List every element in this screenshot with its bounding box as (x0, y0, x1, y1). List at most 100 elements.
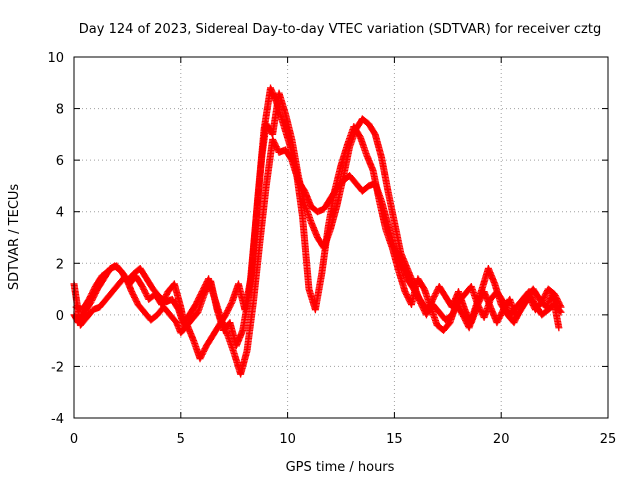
trace-segment (507, 304, 519, 318)
trace-segment (404, 266, 417, 287)
x-tick-label: 15 (386, 432, 403, 447)
x-axis-label: GPS time / hours (286, 460, 395, 475)
trace-segment (88, 287, 101, 305)
trace-segment (549, 292, 563, 330)
trace-segment (395, 268, 409, 294)
trace-segment (180, 312, 192, 325)
series-track-b (72, 136, 565, 378)
x-tick-label: 10 (279, 432, 296, 447)
trace-segment (94, 276, 107, 292)
trace-segment (262, 137, 276, 188)
trace-segment (453, 302, 466, 318)
trace-segment (389, 245, 402, 274)
trace-segment (211, 297, 225, 323)
trace-segment (148, 312, 160, 323)
trace-segment (247, 196, 262, 279)
trace-segment (276, 91, 289, 116)
trace-segment (337, 142, 351, 168)
trace-segment (308, 219, 321, 240)
trace-segment (103, 289, 116, 302)
trace-segment (186, 302, 199, 318)
trace-segment (137, 266, 150, 281)
trace-segment (498, 302, 511, 318)
trace-segment (203, 333, 216, 349)
trace-segment (122, 274, 135, 294)
trace-segment (133, 273, 146, 289)
y-tick-label: 6 (56, 154, 64, 169)
trace-segment (312, 271, 325, 312)
trace-segment (331, 163, 345, 194)
trace-segment (84, 307, 96, 320)
trace-segment (363, 152, 376, 173)
trace-segment (318, 225, 332, 276)
trace-segment (241, 274, 255, 312)
grid (74, 57, 608, 418)
trace-segment (491, 281, 505, 307)
trace-segment (222, 299, 235, 317)
trace-segment (376, 199, 390, 232)
trace-segment (171, 281, 184, 310)
y-tick-label: 2 (56, 257, 64, 272)
trace-segment (256, 184, 270, 245)
trace-segment (436, 284, 449, 300)
trace-segment (135, 302, 148, 315)
x-tick-label: 20 (493, 432, 510, 447)
trace-segment (372, 132, 385, 160)
trace-segment (299, 214, 313, 292)
trace-segment (397, 250, 411, 271)
trace-segment (97, 296, 109, 310)
y-tick-label: 4 (56, 206, 64, 221)
trace-segment (366, 121, 378, 137)
trace-segment (109, 281, 122, 295)
trace-segment (301, 201, 315, 225)
trace-segment (286, 142, 300, 173)
plot-frame (73, 56, 609, 419)
trace-segment (359, 183, 372, 194)
data-point (555, 324, 563, 332)
trace-segment (466, 305, 479, 330)
trace-segment (233, 328, 246, 348)
trace-segment (184, 323, 197, 343)
trace-segment (237, 348, 251, 377)
trace-segment (250, 240, 264, 304)
trace-segment (539, 307, 551, 318)
trace-segment (161, 304, 173, 318)
trace-segment (427, 305, 441, 328)
trace-segment (77, 315, 90, 328)
data-marks (70, 84, 565, 378)
x-tick-label: 0 (70, 432, 78, 447)
trace-segment (128, 289, 141, 307)
trace-segment (481, 297, 494, 320)
trace-segment (351, 124, 363, 140)
trace-segment (254, 127, 268, 201)
y-tick-label: 10 (47, 51, 64, 66)
trace-segment (194, 292, 208, 315)
trace-segment (530, 286, 543, 302)
trace-segment (382, 227, 396, 250)
chart-title: Day 124 of 2023, Sidereal Day-to-day VTE… (79, 22, 601, 37)
trace-segment (384, 189, 398, 224)
trace-segment (216, 312, 229, 328)
trace-segment (280, 122, 293, 147)
trace-segment (205, 276, 219, 302)
trace-segment (455, 291, 468, 305)
trace-segment (192, 289, 205, 307)
trace-segment (397, 261, 411, 281)
trace-segment (79, 297, 92, 312)
trace-segment (378, 155, 392, 194)
trace-segment (243, 300, 257, 353)
trace-segment (224, 333, 238, 356)
trace-segment (430, 302, 442, 315)
y-axis-ticks: -4 -2 0 2 4 6 8 10 (47, 51, 608, 427)
trace-segment (150, 286, 163, 300)
x-tick-label: 25 (600, 432, 617, 447)
trace-segment (346, 173, 359, 186)
trace-segment (112, 263, 124, 274)
trace-segment (188, 309, 201, 323)
trace-segment (421, 287, 434, 310)
y-tick-label: 8 (56, 103, 64, 118)
trace-segment (197, 343, 210, 361)
series-track-c (70, 84, 563, 363)
trace-segment (81, 299, 94, 315)
